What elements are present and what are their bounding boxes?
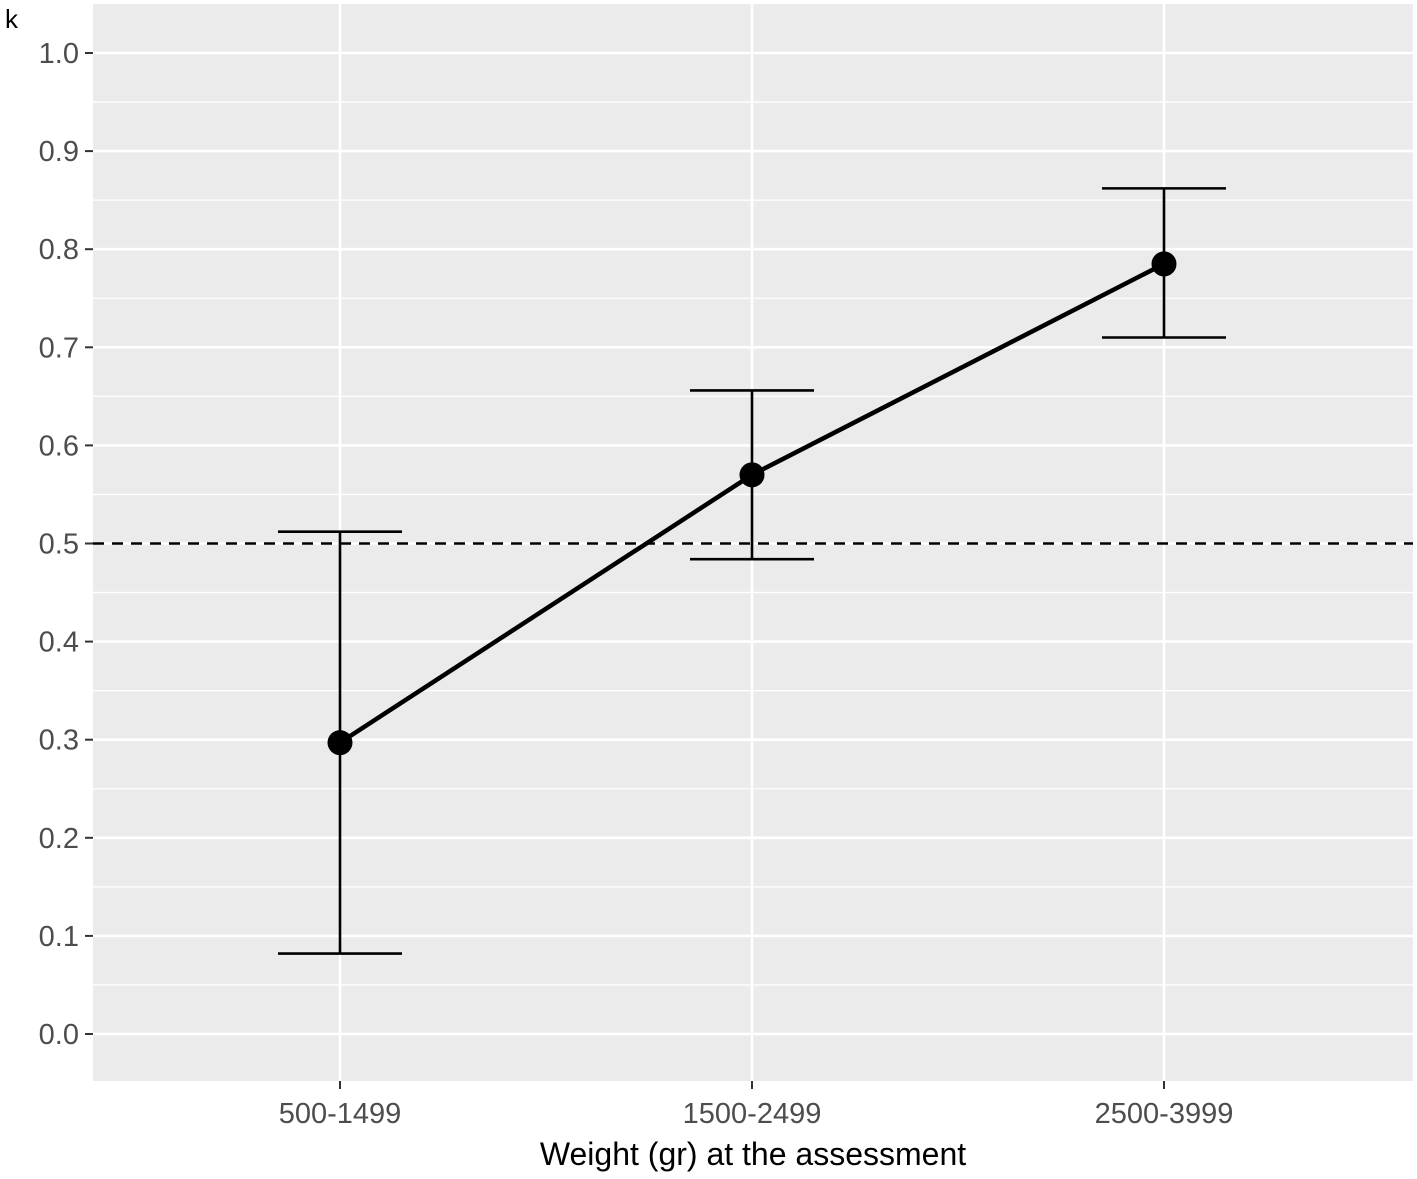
data-point bbox=[327, 730, 353, 756]
x-axis-title: Weight (gr) at the assessment bbox=[540, 1136, 966, 1172]
y-axis-title: k bbox=[5, 4, 19, 34]
y-tick-label: 0.2 bbox=[39, 823, 79, 855]
y-tick-label: 0.0 bbox=[39, 1019, 79, 1051]
x-tick-label: 2500-3999 bbox=[1095, 1098, 1234, 1130]
y-tick-label: 0.8 bbox=[39, 234, 79, 266]
y-tick-label: 0.1 bbox=[39, 921, 79, 953]
x-tick-label: 500-1499 bbox=[279, 1098, 402, 1130]
y-tick-label: 0.5 bbox=[39, 529, 79, 561]
y-tick-label: 0.3 bbox=[39, 725, 79, 757]
y-axis: 0.0 0.1 0.2 0.3 0.4 0.5 0.6 0.7 0.8 0.9 1.0 bbox=[39, 38, 93, 1051]
y-tick-label: 0.6 bbox=[39, 430, 79, 462]
data-point bbox=[739, 462, 765, 488]
data-points bbox=[327, 251, 1177, 756]
x-tick-label: 1500-2499 bbox=[683, 1098, 822, 1130]
data-point bbox=[1151, 251, 1177, 277]
y-tick-label: 0.7 bbox=[39, 332, 79, 364]
y-tick-label: 0.4 bbox=[39, 627, 79, 659]
y-tick-label: 0.9 bbox=[39, 136, 79, 168]
y-tick-label: 1.0 bbox=[39, 38, 79, 70]
x-axis: 500-1499 1500-2499 2500-3999 bbox=[279, 1081, 1234, 1130]
